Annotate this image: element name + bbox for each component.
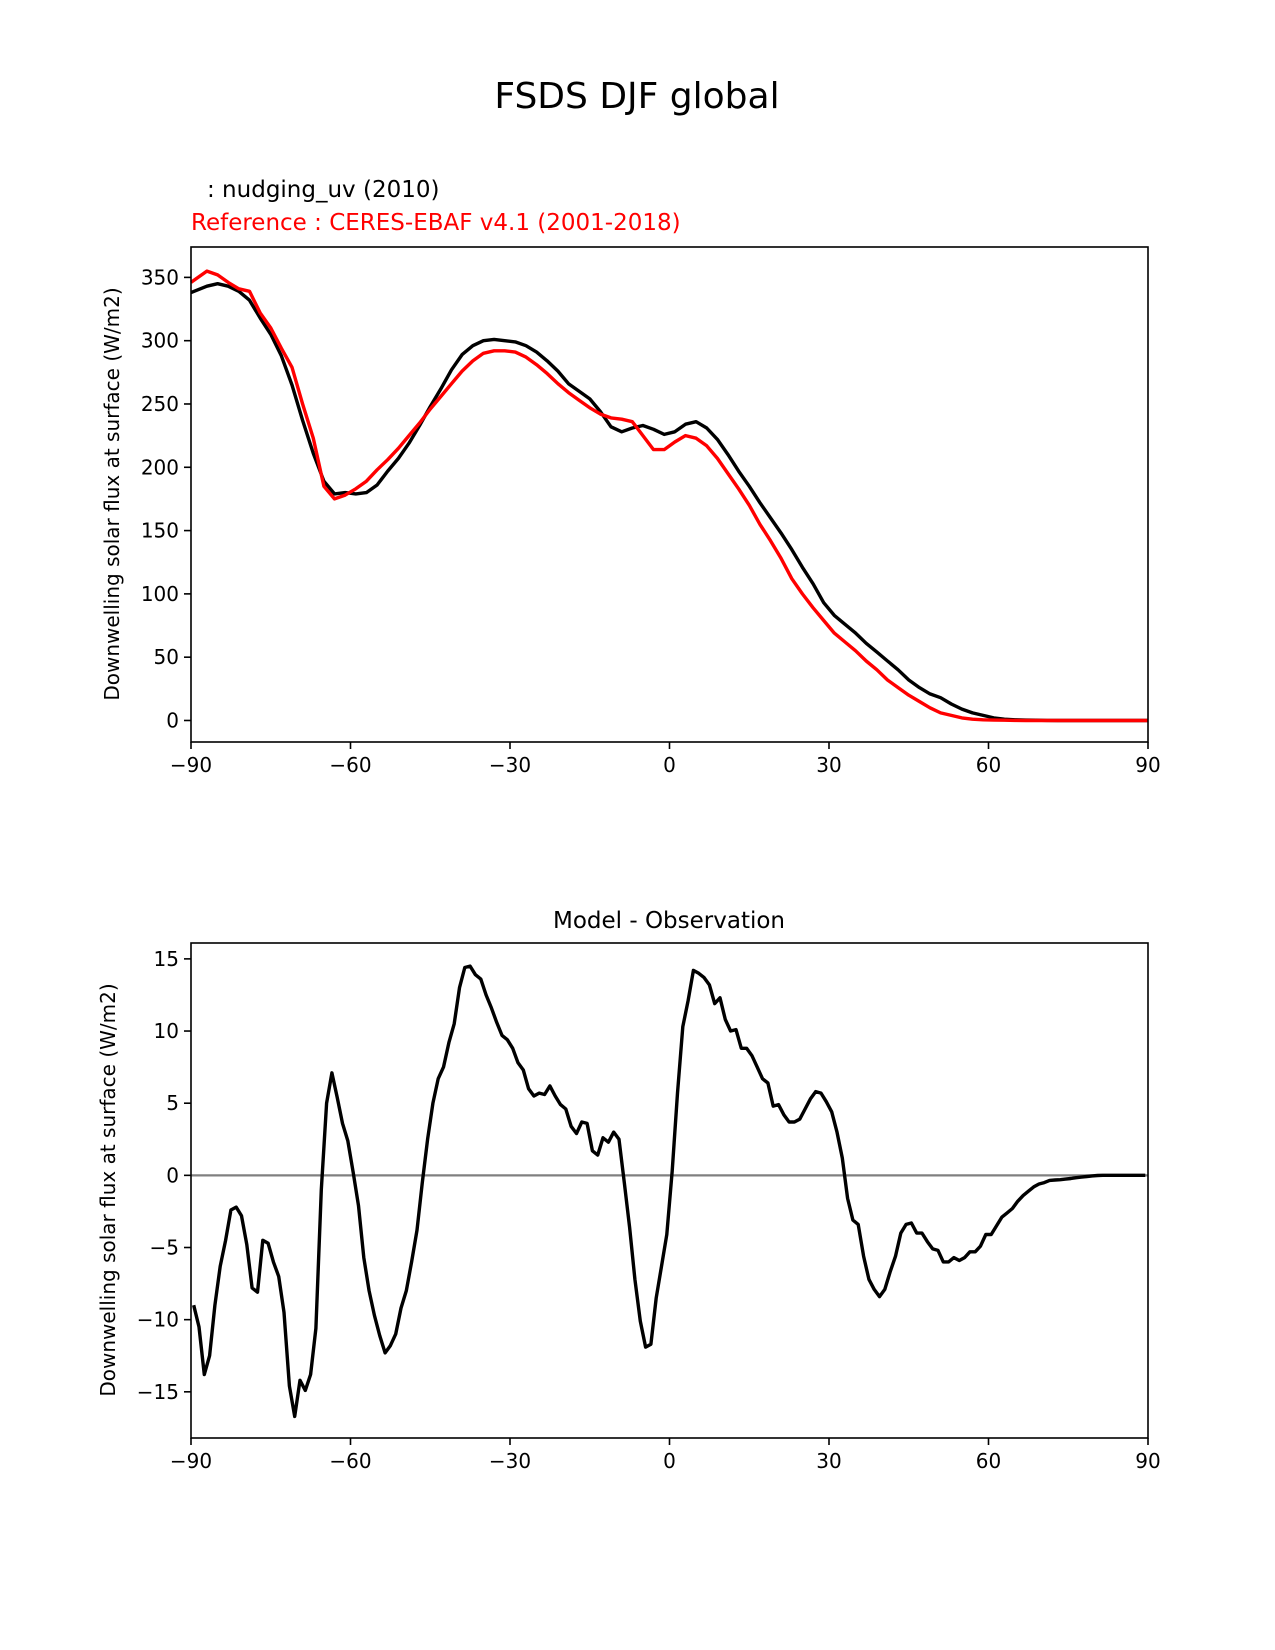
reference-label: Reference : CERES-EBAF v4.1 (2001-2018) [191, 210, 681, 236]
bottom-x-tick-label: −30 [489, 1449, 531, 1473]
bottom-title: Model - Observation [553, 908, 785, 934]
bottom-y-tick-label: −15 [137, 1380, 179, 1404]
bottom-y-tick-label: 0 [166, 1163, 179, 1187]
top-x-tick-label: −90 [170, 753, 212, 777]
top-x-tick-label: 60 [976, 753, 1001, 777]
bottom-y-tick-label: −10 [137, 1308, 179, 1332]
top-y-tick-label: 350 [141, 265, 179, 289]
bottom-x-tick-label: 0 [663, 1449, 676, 1473]
top-x-tick-label: −30 [489, 753, 531, 777]
bottom-x-tick-label: 90 [1135, 1449, 1160, 1473]
top-y-tick-label: 300 [141, 329, 179, 353]
top-x-axis: −90 −60 −30 0 30 60 90 [170, 742, 1161, 777]
bottom-x-tick-label: 30 [816, 1449, 841, 1473]
top-x-tick-label: 30 [816, 753, 841, 777]
top-y-tick-label: 150 [141, 519, 179, 543]
top-panel: −90 −60 −30 0 30 60 90 0 50 100 150 200 250 300 350 D… [100, 246, 1161, 777]
top-y-tick-label: 50 [154, 645, 179, 669]
top-y-axis: 0 50 100 150 200 250 300 350 [141, 265, 191, 732]
top-x-tick-label: −60 [329, 753, 371, 777]
bottom-x-tick-label: 60 [976, 1449, 1001, 1473]
top-series-line-model [190, 282, 1148, 723]
top-y-tick-label: 0 [166, 708, 179, 732]
bottom-panel: Model - Observation −90 −60 −30 0 30 60 90 −15… [96, 908, 1161, 1473]
top-x-tick-label: 0 [663, 753, 676, 777]
bottom-y-tick-label: 15 [154, 947, 179, 971]
top-series-group [190, 269, 1148, 723]
bottom-series-line-model [192, 964, 1146, 1419]
bottom-series-group [191, 964, 1148, 1419]
top-y-tick-label: 250 [141, 392, 179, 416]
top-y-axis-label: Downwelling solar flux at surface (W/m2) [100, 287, 124, 700]
bottom-x-axis: −90 −60 −30 0 30 60 90 [170, 1438, 1161, 1473]
test-label: : nudging_uv (2010) [207, 177, 439, 203]
bottom-y-axis: −15 −10 −5 0 5 10 15 [137, 947, 191, 1404]
top-y-tick-label: 100 [141, 582, 179, 606]
bottom-y-tick-label: 5 [166, 1091, 179, 1115]
bottom-x-tick-label: −90 [170, 1449, 212, 1473]
bottom-y-tick-label: 10 [154, 1019, 179, 1043]
top-x-tick-label: 90 [1135, 753, 1160, 777]
top-y-tick-label: 200 [141, 455, 179, 479]
bottom-y-tick-label: −5 [150, 1236, 179, 1260]
top-series-line-reference [190, 269, 1148, 723]
bottom-y-axis-label: Downwelling solar flux at surface (W/m2) [96, 983, 120, 1396]
bottom-x-tick-label: −60 [329, 1449, 371, 1473]
figure-title: FSDS DJF global [494, 76, 779, 117]
